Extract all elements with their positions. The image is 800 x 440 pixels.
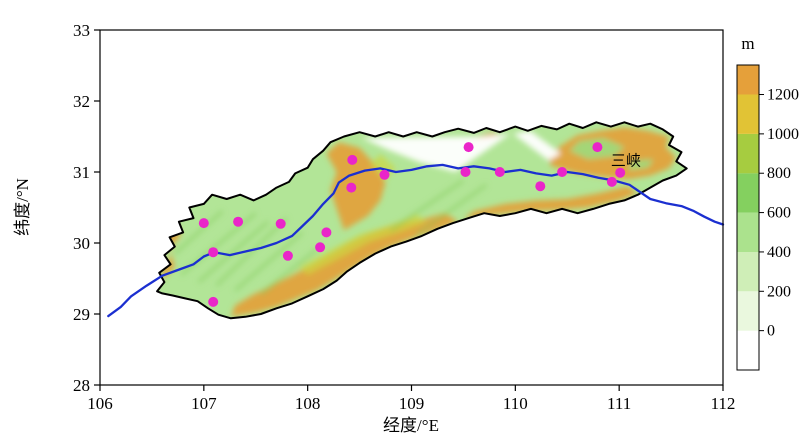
colorbar-tick-label: 1200 <box>767 87 799 104</box>
station-dot <box>346 182 357 193</box>
station-dot <box>460 167 471 177</box>
station-dot <box>615 167 626 178</box>
y-tick-label: 33 <box>73 21 90 40</box>
map-layer <box>107 121 725 320</box>
y-tick-label: 32 <box>73 92 90 111</box>
elevation-low-patch <box>627 159 654 171</box>
colorbar-tick-label: 0 <box>767 323 775 340</box>
x-tick-label: 109 <box>399 394 425 413</box>
x-tick-label: 111 <box>607 394 631 413</box>
colorbar-tick-label: 400 <box>767 244 791 261</box>
station-dot <box>315 242 326 253</box>
station-dot <box>379 169 390 180</box>
y-tick-label: 28 <box>73 376 90 395</box>
basin-outline <box>156 121 688 320</box>
y-tick-label: 29 <box>73 305 90 324</box>
elevation-mid-patch <box>370 154 396 180</box>
colorbar-segment <box>737 212 759 252</box>
ridge-line <box>234 231 304 292</box>
colorbar-segment <box>737 291 759 331</box>
colorbar-tick-label: 600 <box>767 205 791 222</box>
station-dot <box>535 181 546 192</box>
colorbar-tick-label: 800 <box>767 165 791 182</box>
colorbar-segment <box>737 173 759 213</box>
ridge-line <box>415 183 488 236</box>
station-dot <box>463 142 474 153</box>
terrain-patches <box>162 127 677 317</box>
colorbar: 0 200 400 600 800 1000 1200 <box>736 64 799 371</box>
station-dot <box>606 176 617 187</box>
ridge-line <box>215 217 288 287</box>
y-tick-label: 30 <box>73 234 90 253</box>
annotation-sanxia: 三峡 <box>611 153 641 170</box>
station-dot <box>208 247 219 258</box>
station-dot <box>557 167 568 177</box>
station-dot <box>275 218 286 229</box>
elevation-mid-patch <box>299 214 428 275</box>
colorbar-segment <box>737 330 759 370</box>
y-tick-label: 31 <box>73 163 90 182</box>
station-dot <box>208 296 219 307</box>
ridge-line <box>259 247 319 296</box>
x-axis-label: 经度/°E <box>383 416 439 435</box>
nodata-patch <box>361 133 511 172</box>
station-dot <box>592 142 603 153</box>
colorbar-segment <box>737 65 759 95</box>
station-dot <box>494 167 505 177</box>
elevation-high-patch <box>463 186 638 220</box>
station-dot <box>198 218 209 229</box>
x-tick-label: 107 <box>191 394 217 413</box>
colorbar-border <box>736 64 760 371</box>
x-tick-label: 108 <box>295 394 321 413</box>
x-tick-label: 110 <box>503 394 528 413</box>
nodata-patch <box>513 130 561 161</box>
colorbar-segment <box>737 133 759 174</box>
colorbar-tick-label: 200 <box>767 283 791 300</box>
ridge-line <box>197 220 270 284</box>
colorbar-segment <box>737 251 759 292</box>
x-tick-label: 106 <box>87 394 113 413</box>
ridge-line <box>389 179 465 232</box>
station-dot <box>347 154 358 165</box>
colorbar-title: m <box>741 34 754 53</box>
y-axis-label: 纬度/°N <box>13 178 32 236</box>
colorbar-segment <box>737 94 759 134</box>
x-tick-label: 112 <box>711 394 736 413</box>
station-dot <box>233 216 244 227</box>
elevation-high-patch <box>230 213 459 317</box>
station-dot <box>321 227 332 238</box>
colorbar-tick-label: 1000 <box>767 126 799 143</box>
ridge-line <box>173 209 224 255</box>
axes-layer: 106 107 108 109 110 111 112 28 29 30 31 32 33 <box>73 21 735 413</box>
station-dot <box>282 250 293 261</box>
